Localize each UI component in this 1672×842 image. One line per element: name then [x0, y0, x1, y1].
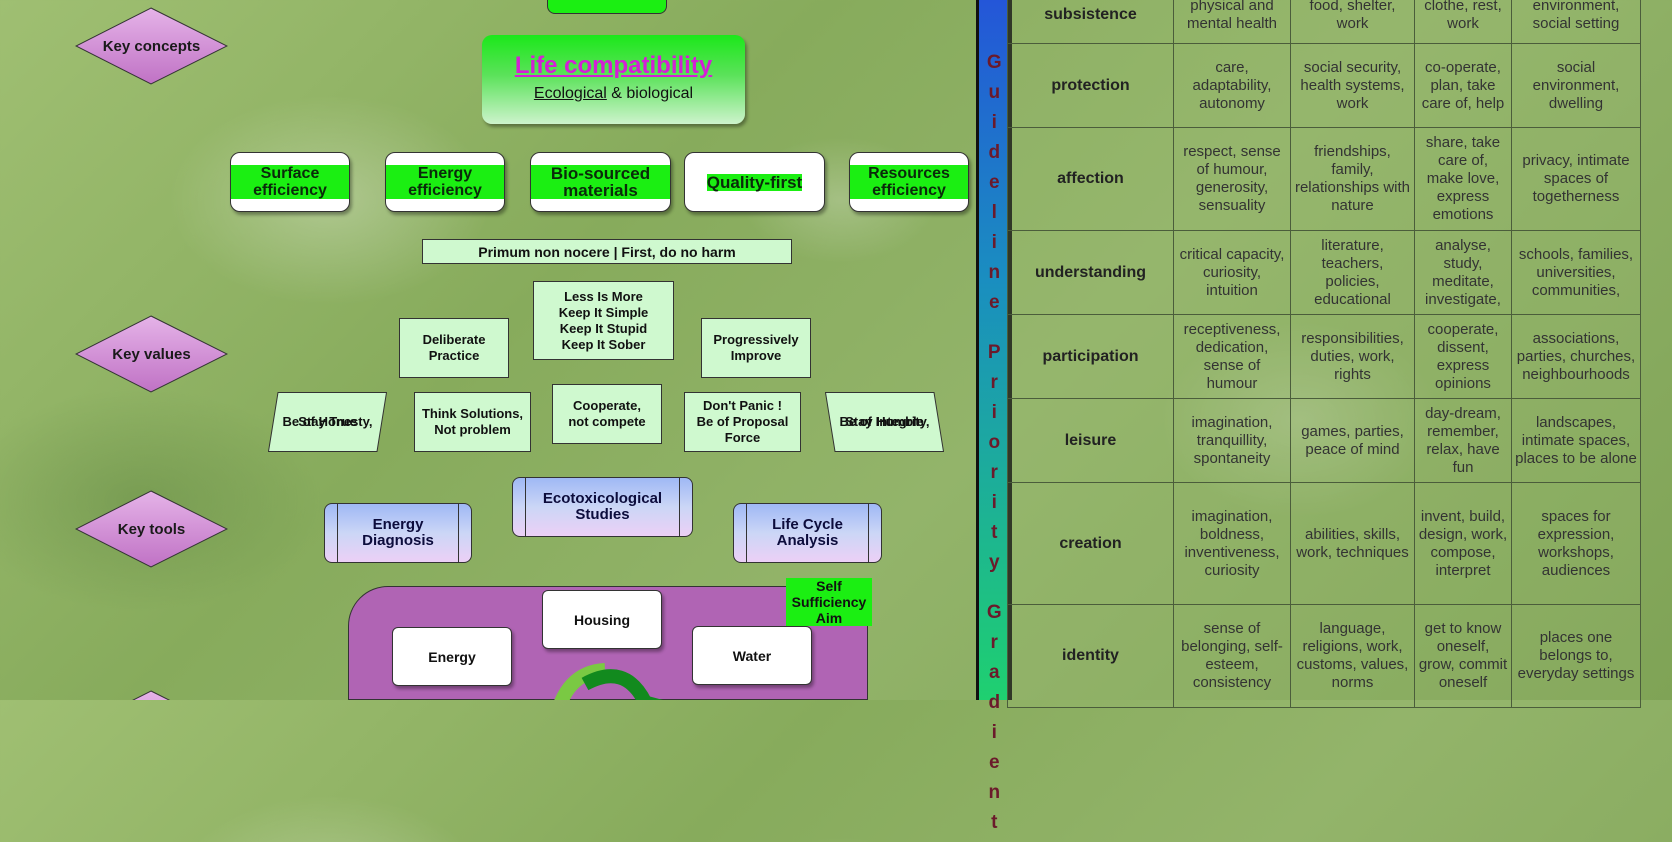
primum-non-nocere: Primum non nocere | First, do no harm [422, 239, 792, 264]
matrix-cell: care, adaptability, autonomy [1173, 43, 1291, 128]
key-values-label: Key values [112, 345, 191, 363]
matrix-cell: social security, health systems, work [1290, 43, 1415, 128]
matrix-cell: sense of belonging, self-esteem, consist… [1173, 604, 1291, 708]
matrix-cell: cooperate, dissent, express opinions [1414, 314, 1512, 399]
tool-energy-diagnosis: Energy Diagnosis [324, 503, 472, 563]
matrix-cell: invent, build, design, work, compose, in… [1414, 482, 1512, 605]
key-tools-diamond: Key tools [75, 490, 228, 568]
value-think-solutions: Think Solutions, Not problem [414, 392, 531, 452]
matrix-need-label: affection [1007, 127, 1174, 231]
gradient-word-gradient: Gradient [983, 602, 1005, 842]
need-water: Water [692, 626, 812, 685]
principle-bio-sourced-materials: Bio-sourced materials [530, 152, 671, 212]
matrix-cell: schools, families, universities, communi… [1511, 230, 1641, 315]
matrix-cell: day-dream, remember, relax, have fun [1414, 398, 1512, 483]
next-diamond-partial [75, 690, 228, 700]
recycle-arrows-icon [545, 662, 665, 700]
matrix-row-creation: creation imagination, boldness, inventive… [1007, 482, 1641, 605]
matrix-cell: literature, teachers, policies, educatio… [1290, 230, 1415, 315]
matrix-cell: get to know oneself, grow, commit onesel… [1414, 604, 1512, 708]
principle-surface-efficiency: Surface efficiency [230, 152, 350, 212]
gradient-label: Guideline Priority Gradient [979, 52, 1008, 842]
need-energy: Energy [392, 627, 512, 686]
tool-ecotoxicological-studies: Ecotoxicological Studies [512, 477, 693, 537]
matrix-cell: environment, social setting [1511, 0, 1641, 44]
matrix-cell: associations, parties, churches, neighbo… [1511, 314, 1641, 399]
matrix-row-protection: protection care, adaptability, autonomy so… [1007, 43, 1641, 128]
life-compatibility-box: Life compatibility Ecological & biologic… [482, 35, 745, 124]
life-compatibility-subtitle: Ecological & biological [533, 85, 694, 102]
matrix-need-label: leisure [1007, 398, 1174, 483]
matrix-row-subsistence: subsistence physical and mental health foo… [1007, 0, 1641, 44]
matrix-row-understanding: understanding critical capacity, curiosit… [1007, 230, 1641, 315]
matrix-need-label: participation [1007, 314, 1174, 399]
matrix-cell: privacy, intimate spaces of togetherness [1511, 127, 1641, 231]
top-green-box [547, 0, 667, 14]
principle-resources-efficiency: Resources efficiency [849, 152, 969, 212]
principle-quality-first: Quality-first [684, 152, 825, 212]
matrix-row-leisure: leisure imagination, tranquillity, sponta… [1007, 398, 1641, 483]
matrix-cell: respect, sense of humour, generosity, se… [1173, 127, 1291, 231]
key-values-diamond: Key values [75, 315, 228, 393]
matrix-cell: spaces for expression, workshops, audien… [1511, 482, 1641, 605]
matrix-cell: social environment, dwelling [1511, 43, 1641, 128]
value-deliberate-practice: Deliberate Practice [399, 318, 509, 378]
value-honesty: Be of Honesty, Stay True [268, 392, 387, 452]
matrix-need-label: subsistence [1007, 0, 1174, 44]
value-cooperate: Cooperate, not compete [552, 384, 662, 444]
matrix-row-affection: affection respect, sense of humour, gener… [1007, 127, 1641, 231]
matrix-cell: imagination, boldness, inventiveness, cu… [1173, 482, 1291, 605]
matrix-need-label: identity [1007, 604, 1174, 708]
matrix-row-participation: participation receptiveness, dedication, … [1007, 314, 1641, 399]
matrix-cell: physical and mental health [1173, 0, 1291, 44]
matrix-cell: receptiveness, dedication, sense of humo… [1173, 314, 1291, 399]
value-progressively-improve: Progressively Improve [701, 318, 811, 378]
needs-matrix-table: subsistence physical and mental health foo… [1007, 0, 1641, 708]
matrix-cell: clothe, rest, work [1414, 0, 1512, 44]
value-integrity: Be of Integrity, Stay Humble [825, 392, 944, 452]
matrix-need-label: creation [1007, 482, 1174, 605]
matrix-cell: food, shelter, work [1290, 0, 1415, 44]
gradient-word-priority: Priority [983, 342, 1005, 582]
key-concepts-diamond: Key concepts [75, 7, 228, 85]
value-less-is-more: Less Is More Keep It Simple Keep It Stupid… [533, 281, 674, 360]
matrix-cell: friendships, family, relationships with … [1290, 127, 1415, 231]
key-concepts-label: Key concepts [102, 37, 201, 55]
tool-life-cycle-analysis: Life Cycle Analysis [733, 503, 882, 563]
matrix-row-identity: identity sense of belonging, self-esteem,… [1007, 604, 1641, 708]
matrix-cell: analyse, study, meditate, investigate, [1414, 230, 1512, 315]
matrix-cell: language, religions, work, customs, valu… [1290, 604, 1415, 708]
self-sufficiency-aim: Self Sufficiency Aim [786, 578, 872, 626]
matrix-cell: abilities, skills, work, techniques [1290, 482, 1415, 605]
matrix-need-label: protection [1007, 43, 1174, 128]
value-dont-panic: Don't Panic ! Be of Proposal Force [684, 392, 801, 452]
need-housing: Housing [542, 590, 662, 649]
matrix-cell: co-operate, plan, take care of, help [1414, 43, 1512, 128]
matrix-cell: landscapes, intimate spaces, places to b… [1511, 398, 1641, 483]
matrix-cell: imagination, tranquillity, spontaneity [1173, 398, 1291, 483]
matrix-need-label: understanding [1007, 230, 1174, 315]
principle-energy-efficiency: Energy efficiency [385, 152, 505, 212]
matrix-cell: critical capacity, curiosity, intuition [1173, 230, 1291, 315]
matrix-cell: places one belongs to, everyday settings [1511, 604, 1641, 708]
matrix-cell: games, parties, peace of mind [1290, 398, 1415, 483]
gradient-word-guideline: Guideline [983, 52, 1005, 322]
life-compatibility-title: Life compatibility [514, 52, 713, 79]
matrix-cell: responsibilities, duties, work, rights [1290, 314, 1415, 399]
matrix-cell: share, take care of, make love, express … [1414, 127, 1512, 231]
key-tools-label: Key tools [117, 520, 186, 538]
